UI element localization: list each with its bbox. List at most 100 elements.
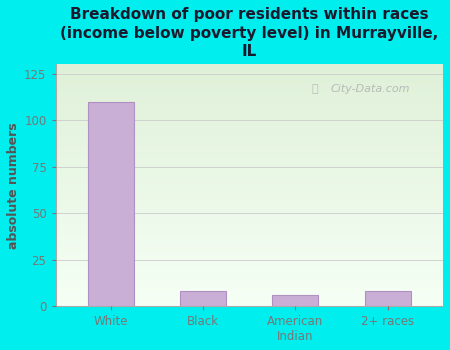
Bar [55,197,443,198]
Bar [55,182,443,184]
Bar [55,174,443,176]
Bar [55,82,443,84]
Bar [55,208,443,209]
Bar [55,144,443,145]
Bar [55,241,443,243]
Bar [55,68,443,69]
Bar [55,192,443,193]
Bar [55,76,443,77]
Bar [55,106,443,108]
Bar [55,188,443,190]
Bar [55,145,443,147]
Bar [55,254,443,256]
Bar [55,214,443,216]
Bar [55,179,443,180]
Bar [55,150,443,152]
Bar [55,97,443,98]
Bar [55,280,443,282]
Bar [55,95,443,97]
Bar [55,87,443,89]
Bar [55,126,443,127]
Bar [55,203,443,205]
Bar [55,118,443,119]
Bar [55,90,443,92]
Bar [55,230,443,232]
Bar [55,269,443,271]
Bar [55,142,443,143]
Bar [55,229,443,230]
Bar [55,251,443,253]
Bar [55,300,443,301]
Bar [55,92,443,93]
Bar [55,253,443,254]
Bar [55,288,443,290]
Bar [55,217,443,219]
Bar [55,190,443,192]
Bar [55,290,443,292]
Bar [55,155,443,156]
Bar [55,160,443,161]
Bar [55,243,443,245]
Bar [55,152,443,153]
Bar [55,134,443,135]
Bar [364,291,411,306]
Bar [55,282,443,284]
Bar [55,161,443,163]
Bar [55,198,443,200]
Bar [55,168,443,169]
Bar [55,277,443,279]
Bar [55,131,443,132]
Bar [55,121,443,122]
Bar [55,187,443,188]
Bar [55,206,443,208]
Bar [55,245,443,246]
Bar [55,216,443,217]
Bar [55,124,443,126]
Bar [55,292,443,293]
Bar [55,98,443,100]
Bar [55,114,443,116]
Bar [55,103,443,105]
Bar [55,262,443,264]
Bar [55,209,443,211]
Bar [55,266,443,267]
Bar [55,267,443,269]
Bar [55,274,443,275]
Bar [55,137,443,139]
Bar [55,77,443,79]
Bar [55,100,443,101]
Bar [55,279,443,280]
Bar [55,127,443,129]
Bar [55,129,443,131]
Bar [55,177,443,179]
Bar [55,176,443,177]
Bar [55,219,443,221]
Bar [55,185,443,187]
Bar [55,261,443,262]
Bar [55,246,443,248]
Y-axis label: absolute numbers: absolute numbers [7,122,20,248]
Bar [55,164,443,166]
Bar [55,201,443,203]
Bar [55,166,443,168]
Bar [55,237,443,238]
Bar [55,256,443,258]
Bar [55,71,443,72]
Bar [55,193,443,195]
Bar [55,285,443,287]
Text: ⓘ: ⓘ [311,84,318,94]
Bar [55,84,443,85]
Bar [55,258,443,259]
Bar [88,102,134,306]
Bar [55,298,443,300]
Bar [55,93,443,95]
Bar [55,139,443,140]
Bar [55,119,443,121]
Bar [55,113,443,114]
Bar [55,66,443,68]
Bar [272,295,319,306]
Bar [55,200,443,201]
Bar [55,205,443,206]
Bar [55,163,443,164]
Bar [180,291,226,306]
